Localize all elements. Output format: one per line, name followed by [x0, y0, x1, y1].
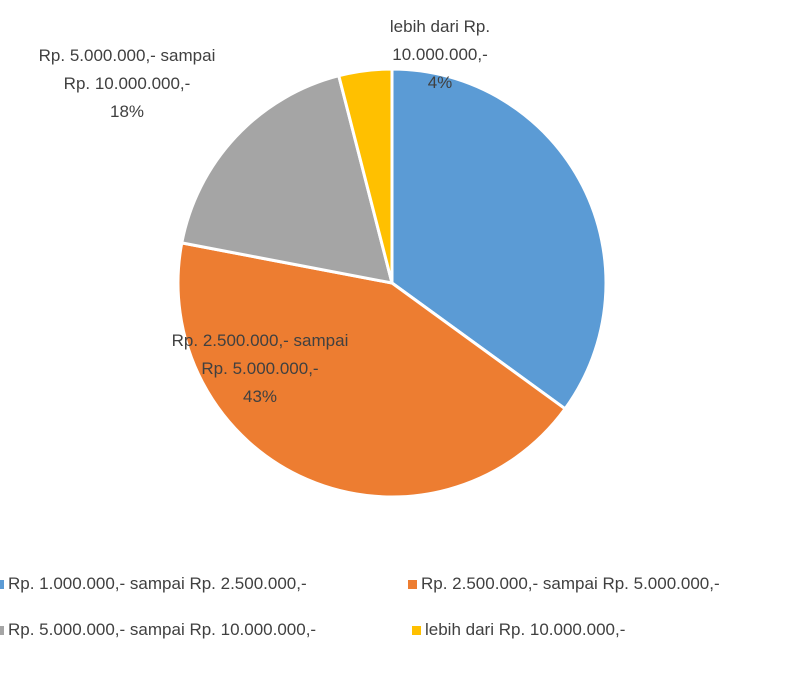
slice-label-value: 18%: [109, 102, 145, 121]
slice-label-category: Rp. 5.000.000,- sampai Rp. 10.000.000,-: [38, 46, 216, 93]
legend-key: [408, 580, 417, 589]
legend-key: [0, 626, 4, 635]
pie-slice: [176, 241, 567, 499]
slice-label-value: 4%: [427, 73, 453, 92]
legend-entry: Rp. 5.000.000,- sampai Rp. 10.000.000,-: [8, 620, 317, 639]
legend-key: [412, 626, 421, 635]
slice-label: lebih dari Rp. 10.000.000,- 4%: [365, 13, 515, 97]
slice-label-value: 43%: [242, 387, 278, 406]
legend-entry: lebih dari Rp. 10.000.000,-: [425, 620, 626, 639]
slice-label-category: Rp. 2.500.000,- sampai Rp. 5.000.000,-: [171, 331, 349, 378]
slice-label: Rp. 5.000.000,- sampai Rp. 10.000.000,- 1…: [24, 42, 230, 126]
legend-key: [0, 580, 4, 589]
legend-entry: Rp. 2.500.000,- sampai Rp. 5.000.000,-: [421, 574, 720, 593]
pie-slice: [337, 67, 394, 285]
legend-entry: Rp. 1.000.000,- sampai Rp. 2.500.000,-: [8, 574, 307, 593]
slice-label: Rp. 2.500.000,- sampai Rp. 5.000.000,- 43…: [160, 327, 360, 411]
pie-slice: [390, 67, 608, 411]
pie-slice: [180, 74, 394, 285]
slice-label-category: lebih dari Rp. 10.000.000,-: [389, 17, 491, 64]
